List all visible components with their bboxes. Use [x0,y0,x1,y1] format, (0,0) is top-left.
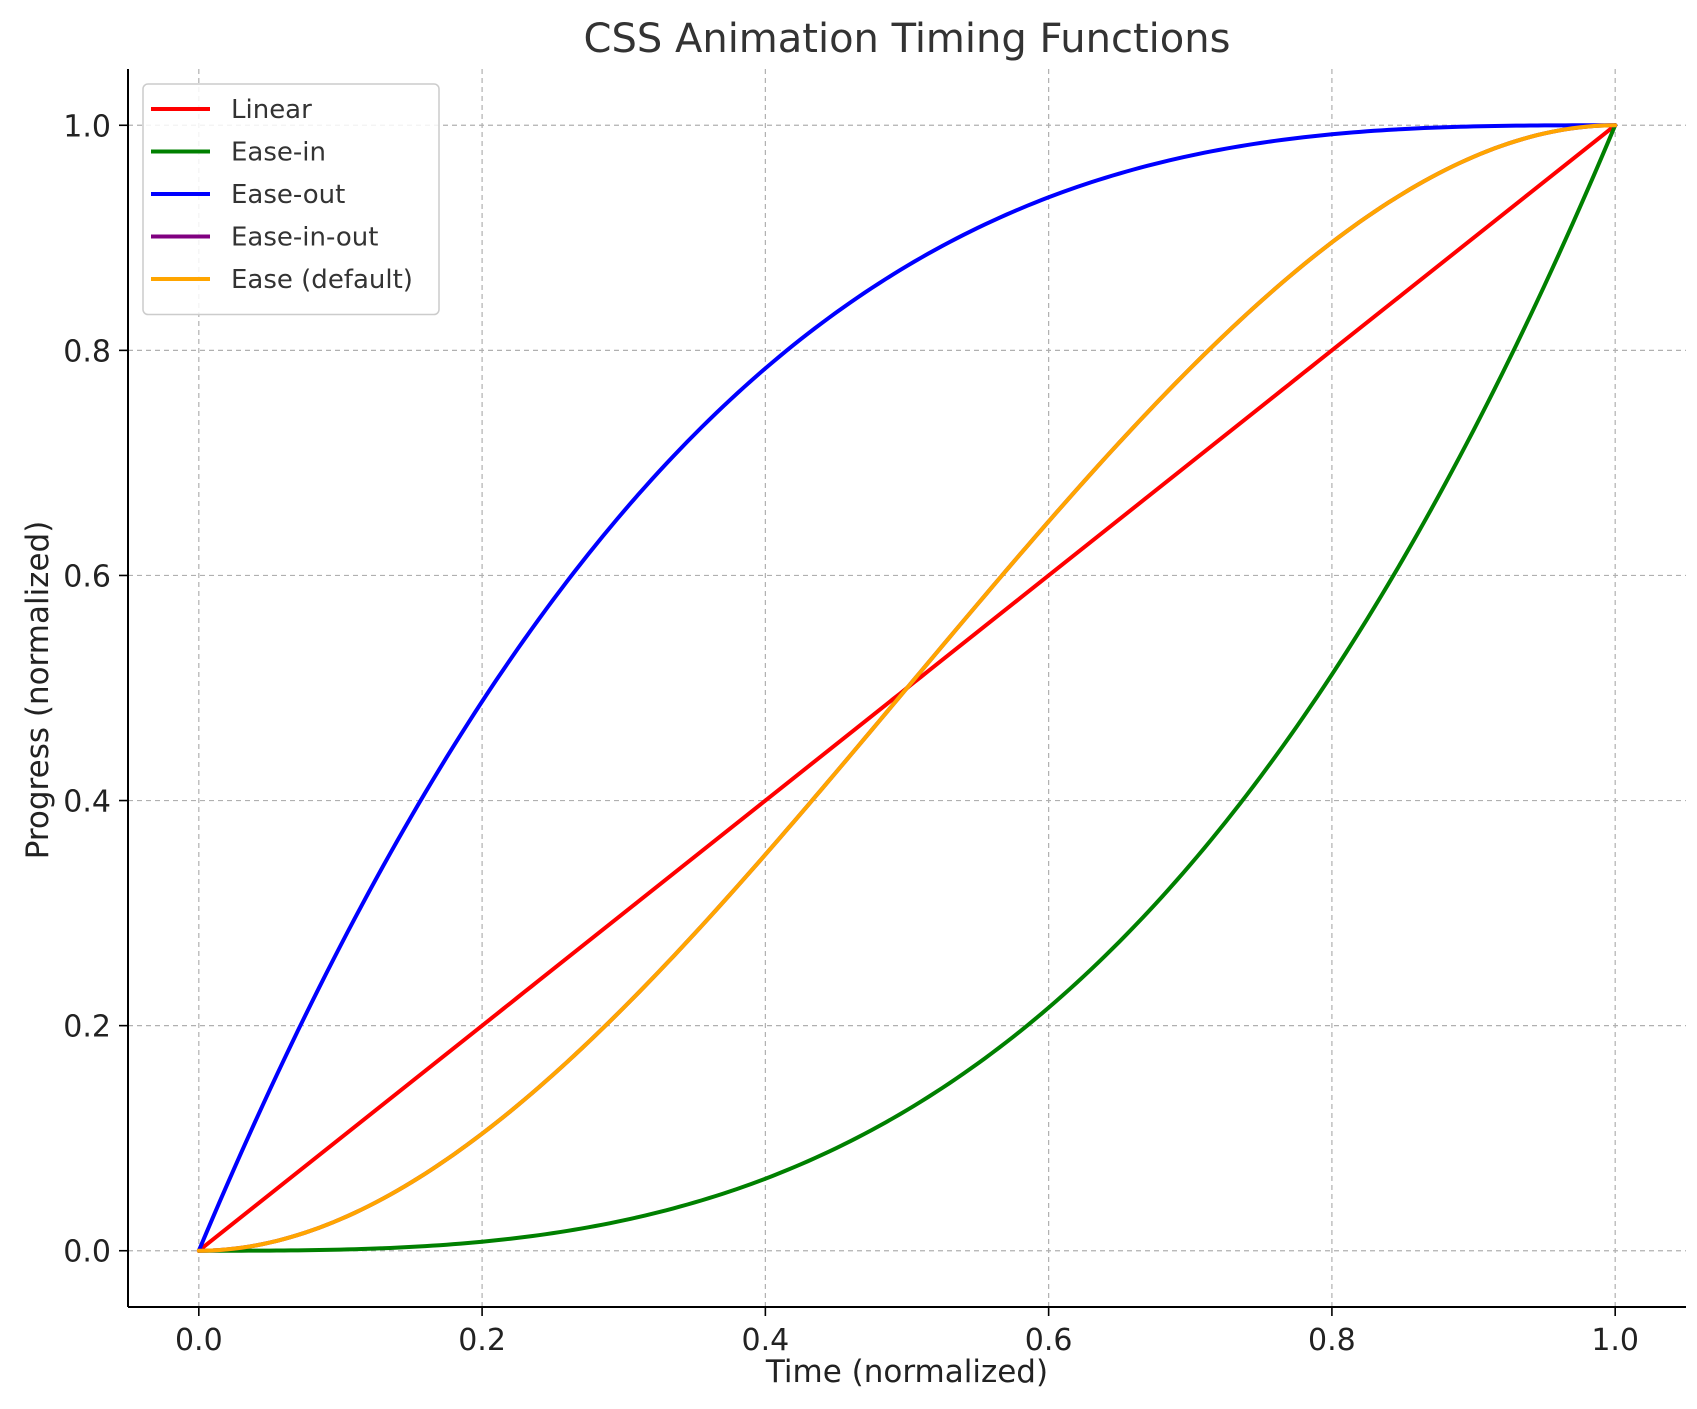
axes [119,69,1686,1316]
legend: Linear Ease-in Ease-out Ease-in-out Ease (de… [142,83,440,316]
x-tick-label: 0.6 [1025,1323,1073,1358]
legend-label: Ease-in-out [231,223,378,253]
series-line-ease-in [196,123,1618,1253]
y-tick-label: 0.6 [63,559,111,594]
legend-label: Ease-in [231,138,326,168]
y-axis-label: Progress (normalized) [20,521,56,860]
x-tick-label: 0.8 [1308,1323,1356,1358]
x-tick-label: 0.4 [742,1323,790,1358]
x-tick-label: 0.2 [458,1323,506,1358]
legend-label: Linear [231,95,312,125]
series-line-ease-out [196,123,1618,1253]
series-line-ease-default [196,123,1618,1253]
legend-label: Ease (default) [231,265,413,295]
tick-labels: 0.0 0.2 0.4 0.6 0.8 1.0 0.0 0.2 0.4 0.6 0.8 1.0 [63,109,1639,1358]
y-tick-label: 0.0 [63,1235,111,1270]
y-tick-label: 0.4 [63,785,111,820]
legend-label: Ease-out [231,180,345,210]
x-tick-label: 1.0 [1591,1323,1639,1358]
x-axis-label: Time (normalized) [765,1354,1048,1390]
series-lines [196,123,1618,1253]
x-tick-label: 0.0 [175,1323,223,1358]
y-tick-label: 0.8 [63,334,111,369]
chart-title: CSS Animation Timing Functions [584,16,1231,62]
y-tick-label: 1.0 [63,109,111,144]
grid [128,69,1686,1307]
legend-box [142,83,440,316]
y-tick-label: 0.2 [63,1010,111,1045]
